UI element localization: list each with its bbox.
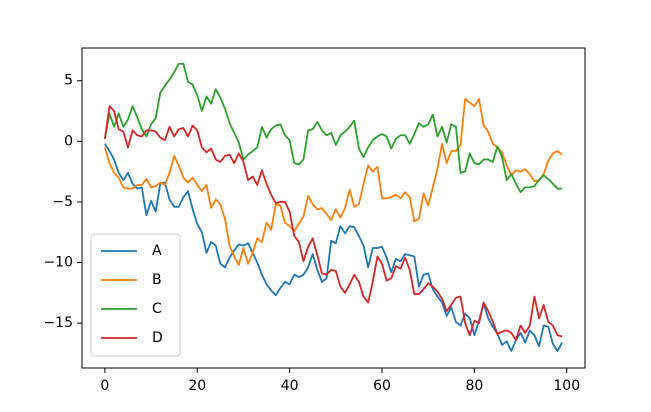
legend-box [90, 233, 181, 357]
y-tick-label: −5 [52, 194, 73, 210]
line-series [104, 143, 563, 352]
legend-label: B [152, 272, 162, 288]
y-tick-label: −10 [43, 255, 73, 271]
legend-label: C [152, 301, 162, 317]
y-tick-label: −15 [43, 315, 73, 331]
y-tick-label: 0 [64, 133, 73, 149]
y-tick-label: 5 [64, 73, 73, 89]
line-series [103, 98, 563, 266]
x-tick-label: 20 [188, 378, 206, 394]
x-tick-label: 0 [100, 378, 109, 394]
line-series [103, 105, 563, 342]
line-series [103, 62, 563, 194]
legend-label: A [152, 243, 162, 259]
x-tick-label: 80 [465, 378, 483, 394]
x-tick-label: 60 [373, 378, 391, 394]
axes-frame [81, 47, 586, 369]
x-tick-label: 40 [281, 378, 299, 394]
legend-label: D [152, 330, 163, 346]
x-tick-label: 100 [553, 378, 580, 394]
